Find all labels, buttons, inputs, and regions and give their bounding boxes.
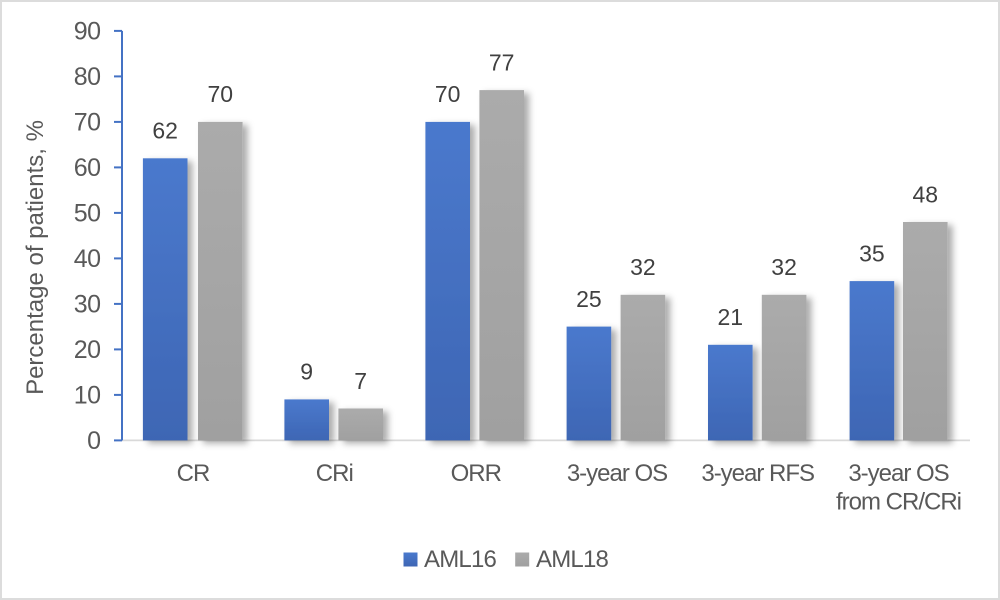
svg-text:70: 70 [74,108,101,136]
svg-text:7: 7 [354,368,367,394]
svg-text:CR: CR [177,460,210,487]
svg-text:9: 9 [300,359,313,385]
svg-text:21: 21 [718,304,744,330]
svg-text:AML16: AML16 [424,546,496,573]
svg-text:32: 32 [771,254,797,280]
svg-text:3-year OS: 3-year OS [848,460,948,487]
svg-text:ORR: ORR [451,460,502,487]
svg-text:20: 20 [74,336,101,364]
svg-text:Percentage of patients, %: Percentage of patients, % [22,120,49,395]
svg-text:48: 48 [913,181,939,207]
svg-text:62: 62 [152,118,178,144]
svg-text:70: 70 [208,81,234,107]
svg-text:77: 77 [489,49,515,75]
svg-text:3-year RFS: 3-year RFS [701,460,814,487]
svg-text:CRi: CRi [316,460,353,487]
svg-text:50: 50 [74,199,101,227]
svg-text:3-year OS: 3-year OS [567,460,667,487]
svg-text:25: 25 [576,286,602,312]
svg-text:90: 90 [74,17,101,45]
svg-text:40: 40 [74,245,101,273]
svg-text:30: 30 [74,290,101,318]
svg-text:32: 32 [630,254,656,280]
svg-text:70: 70 [435,81,461,107]
svg-text:35: 35 [859,240,885,266]
svg-text:60: 60 [74,154,101,182]
svg-text:AML18: AML18 [536,546,608,573]
svg-text:10: 10 [74,381,101,409]
svg-text:from CR/CRi: from CR/CRi [836,488,961,515]
svg-text:80: 80 [74,63,101,91]
svg-text:0: 0 [87,427,100,455]
